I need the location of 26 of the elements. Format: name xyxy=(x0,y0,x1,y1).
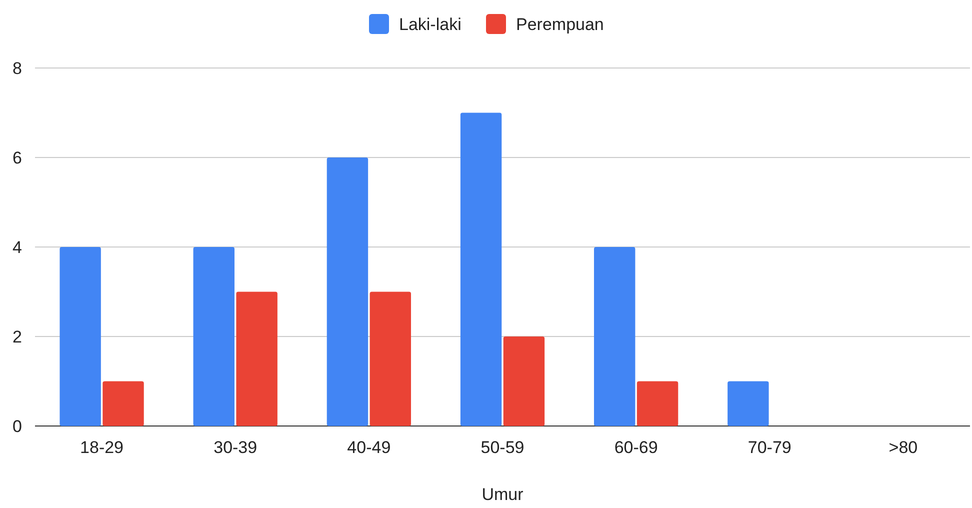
y-tick-label: 2 xyxy=(12,327,22,346)
x-tick-label: 70-79 xyxy=(748,438,792,457)
x-tick-label: 18-29 xyxy=(80,438,124,457)
y-tick-label: 4 xyxy=(12,238,22,257)
bar xyxy=(193,247,234,426)
x-tick-label: 50-59 xyxy=(480,438,524,457)
bar xyxy=(60,247,101,426)
bar xyxy=(236,292,278,426)
x-tick-label: >80 xyxy=(888,438,918,457)
y-tick-label: 6 xyxy=(12,148,22,168)
legend-label: Laki-laki xyxy=(399,14,462,34)
y-tick-label: 8 xyxy=(12,58,22,78)
bar xyxy=(503,336,545,426)
bar xyxy=(594,247,636,426)
x-tick-label: 30-39 xyxy=(214,438,258,457)
bar xyxy=(636,381,678,426)
x-tick-label: 60-69 xyxy=(614,438,658,457)
legend-label: Perempuan xyxy=(516,14,604,34)
bar xyxy=(102,381,144,426)
bar xyxy=(728,381,769,426)
y-tick-label: 0 xyxy=(12,416,22,436)
x-axis-title: Umur xyxy=(482,485,524,504)
bar xyxy=(460,112,502,426)
bar xyxy=(326,158,368,426)
x-tick-label: 40-49 xyxy=(347,438,391,457)
bar xyxy=(370,292,412,426)
